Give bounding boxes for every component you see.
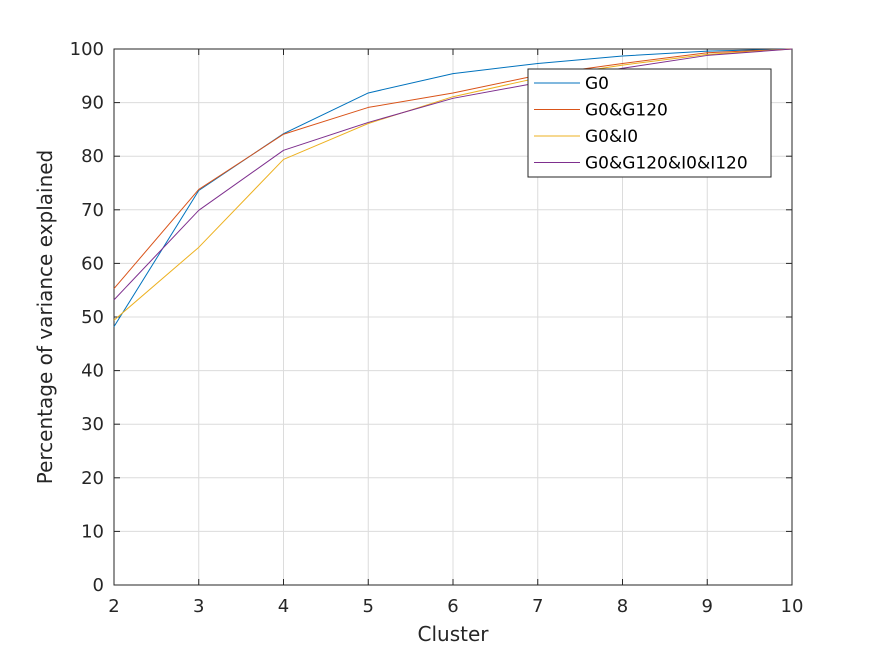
y-tick-label: 90	[81, 93, 104, 114]
legend-label: G0&G120&I0&I120	[585, 154, 748, 174]
x-axis-title: Cluster	[418, 622, 490, 646]
x-tick-label: 10	[781, 596, 804, 617]
x-tick-label: 5	[363, 596, 374, 617]
y-axis-title: Percentage of variance explained	[33, 150, 57, 485]
x-tick-label: 9	[702, 596, 713, 617]
series-lines	[113, 48, 793, 327]
legend-label: G0&G120	[585, 101, 668, 121]
series-line-G0&G120&I0&I120	[113, 48, 793, 301]
y-tick-label: 100	[70, 39, 104, 60]
grid	[114, 49, 792, 585]
x-tick-label: 7	[532, 596, 543, 617]
y-tick-label: 50	[81, 307, 104, 328]
x-tick-label: 2	[108, 596, 119, 617]
x-tick-label: 3	[193, 596, 204, 617]
legend-box	[527, 68, 772, 178]
x-tick-label: 4	[278, 596, 289, 617]
y-tick-label: 0	[93, 575, 104, 596]
series-line-G0&I0	[113, 48, 793, 321]
y-tick-label: 10	[81, 521, 104, 542]
y-tick-label: 60	[81, 253, 104, 274]
y-tick-label: 20	[81, 468, 104, 489]
legend-label: G0&I0	[585, 127, 638, 147]
y-tick-label: 70	[81, 200, 104, 221]
y-tick-label: 80	[81, 146, 104, 167]
series-line-G0&G120	[113, 48, 793, 289]
legend-label: G0	[585, 74, 609, 94]
x-tick-label: 6	[447, 596, 458, 617]
x-tick-label: 8	[617, 596, 628, 617]
y-tick-label: 40	[81, 361, 104, 382]
y-tick-label: 30	[81, 414, 104, 435]
legend: G0 G0&G120 G0&I0 G0&G120&I0&I120	[527, 68, 772, 178]
